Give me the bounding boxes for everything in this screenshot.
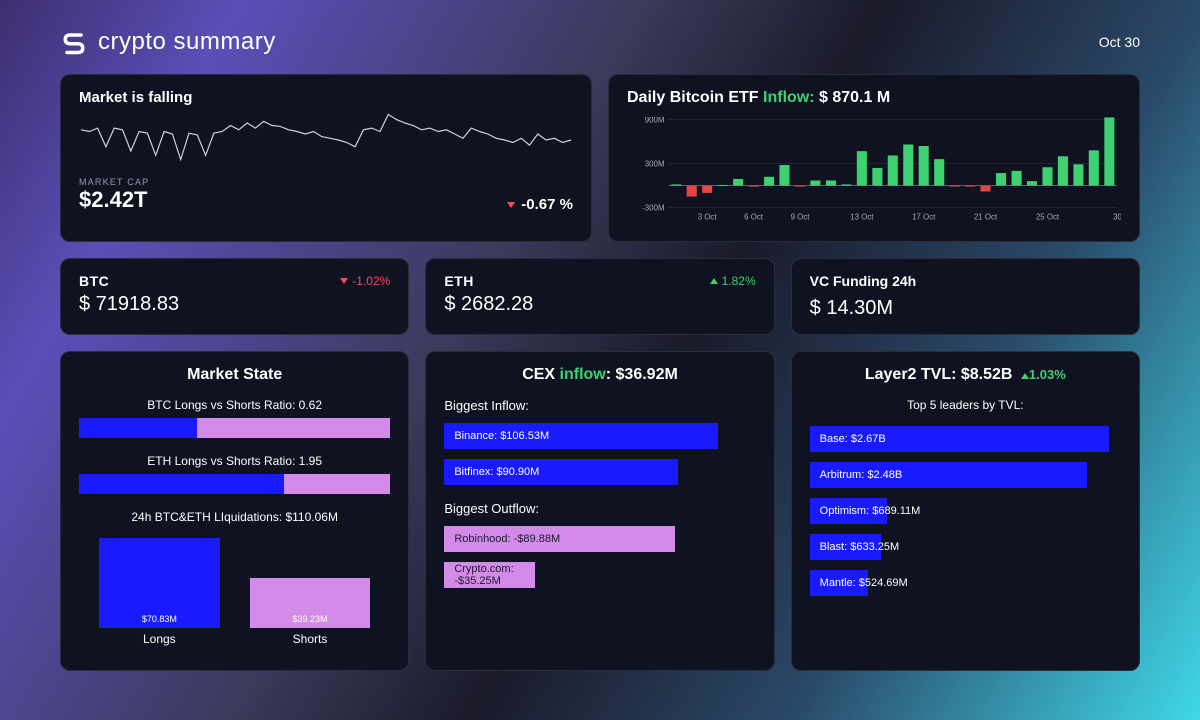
layer2-title: Layer2 TVL: $8.52B 1.03% bbox=[810, 366, 1121, 384]
market-state-card: Market State BTC Longs vs Shorts Ratio: … bbox=[60, 351, 409, 671]
eth-ratio-long bbox=[79, 474, 284, 494]
tvl-row: Optimism: $689.11M bbox=[810, 498, 1121, 524]
btc-price: $ 71918.83 bbox=[79, 293, 390, 316]
tvl-list: Base: $2.67B Arbitrum: $2.48B Optimism: $6… bbox=[810, 426, 1121, 596]
tvl-label: Optimism: $689.11M bbox=[820, 498, 921, 524]
eth-ratio-short bbox=[284, 474, 390, 494]
svg-text:17 Oct: 17 Oct bbox=[912, 212, 936, 221]
svg-text:3 Oct: 3 Oct bbox=[698, 212, 718, 221]
svg-text:25 Oct: 25 Oct bbox=[1036, 212, 1060, 221]
svg-text:21 Oct: 21 Oct bbox=[974, 212, 998, 221]
eth-ratio-bar bbox=[79, 474, 390, 494]
date-label: Oct 30 bbox=[1099, 34, 1140, 50]
cex-outflow-bar: Crypto.com: -$35.25M bbox=[444, 562, 535, 588]
btc-change: -1.02% bbox=[340, 274, 390, 288]
btc-card: BTC -1.02% $ 71918.83 bbox=[60, 258, 409, 335]
liq-shorts-axis: Shorts bbox=[293, 632, 328, 646]
cex-outflow-bar: Robinhood: -$89.88M bbox=[444, 526, 675, 552]
btc-ratio-short bbox=[197, 418, 390, 438]
layer2-card: Layer2 TVL: $8.52B 1.03% Top 5 leaders b… bbox=[791, 351, 1140, 671]
liq-longs-axis: Longs bbox=[143, 632, 176, 646]
header: crypto summary Oct 30 bbox=[60, 28, 1140, 56]
tvl-label: Arbitrum: $2.48B bbox=[820, 462, 903, 488]
svg-text:300M: 300M bbox=[645, 160, 665, 169]
cex-outflow-label: Biggest Outflow: bbox=[444, 501, 755, 516]
layer2-sub: Top 5 leaders by TVL: bbox=[810, 398, 1121, 412]
mcap-label: MARKET CAP bbox=[79, 177, 149, 187]
svg-text:900M: 900M bbox=[645, 117, 665, 125]
eth-card: ETH 1.82% $ 2682.28 bbox=[425, 258, 774, 335]
market-state-title: Market State bbox=[79, 366, 390, 384]
svg-text:9 Oct: 9 Oct bbox=[791, 212, 811, 221]
svg-text:-300M: -300M bbox=[642, 204, 664, 213]
vc-label: VC Funding 24h bbox=[810, 273, 1121, 289]
cex-inflows: Binance: $106.53M Bitfinex: $90.90M bbox=[444, 423, 755, 485]
mcap-value: $2.42T bbox=[79, 187, 149, 213]
market-change: -0.67 % bbox=[507, 196, 573, 213]
cex-title: CEX inflow: $36.92M bbox=[444, 366, 755, 384]
eth-change: 1.82% bbox=[710, 274, 756, 288]
tvl-row: Mantle: $524.69M bbox=[810, 570, 1121, 596]
triangle-up-icon bbox=[710, 278, 718, 284]
etf-title: Daily Bitcoin ETF Inflow: $ 870.1 M bbox=[627, 89, 1121, 107]
vc-card: VC Funding 24h $ 14.30M bbox=[791, 258, 1140, 335]
etf-card: Daily Bitcoin ETF Inflow: $ 870.1 M -300… bbox=[608, 74, 1140, 242]
cex-inflow-label: Biggest Inflow: bbox=[444, 398, 755, 413]
btc-ratio-bar bbox=[79, 418, 390, 438]
cex-inflow-bar: Binance: $106.53M bbox=[444, 423, 718, 449]
eth-price: $ 2682.28 bbox=[444, 293, 755, 316]
cex-outflows: Robinhood: -$89.88M Crypto.com: -$35.25M bbox=[444, 526, 755, 588]
triangle-down-icon bbox=[340, 278, 348, 284]
vc-value: $ 14.30M bbox=[810, 297, 1121, 320]
etf-bar-chart: -300M 300M 900M 3 Oct 6 Oct 9 Oct 13 Oct 17 Oct… bbox=[627, 117, 1121, 222]
market-card: Market is falling MARKET CAP $2.42T -0.6… bbox=[60, 74, 592, 242]
tvl-row: Base: $2.67B bbox=[810, 426, 1121, 452]
liq-longs-col: $70.83M Longs bbox=[99, 538, 220, 646]
btc-symbol: BTC bbox=[79, 273, 109, 289]
market-sparkline bbox=[79, 112, 573, 162]
tvl-label: Blast: $633.25M bbox=[820, 534, 900, 560]
liq-bars: $70.83M Longs $39.23M Shorts bbox=[79, 536, 390, 646]
btc-ratio-long bbox=[79, 418, 197, 438]
svg-text:30 Oct: 30 Oct bbox=[1113, 212, 1121, 221]
liq-shorts-bar: $39.23M bbox=[250, 578, 371, 628]
logo-icon bbox=[60, 28, 88, 56]
liq-longs-bar: $70.83M bbox=[99, 538, 220, 628]
cex-inflow-bar: Bitfinex: $90.90M bbox=[444, 459, 678, 485]
layer2-change: 1.03% bbox=[1021, 367, 1066, 382]
market-title: Market is falling bbox=[79, 89, 573, 106]
liq-shorts-col: $39.23M Shorts bbox=[250, 578, 371, 646]
tvl-label: Mantle: $524.69M bbox=[820, 570, 908, 596]
brand-text: crypto summary bbox=[98, 28, 276, 56]
btc-ratio-label: BTC Longs vs Shorts Ratio: 0.62 bbox=[79, 398, 390, 412]
triangle-up-icon bbox=[1021, 373, 1029, 379]
liq-label: 24h BTC&ETH LIquidations: $110.06M bbox=[79, 510, 390, 524]
svg-text:13 Oct: 13 Oct bbox=[850, 212, 874, 221]
logo: crypto summary bbox=[60, 28, 276, 56]
triangle-down-icon bbox=[507, 202, 515, 208]
eth-symbol: ETH bbox=[444, 273, 474, 289]
svg-text:6 Oct: 6 Oct bbox=[744, 212, 764, 221]
cex-card: CEX inflow: $36.92M Biggest Inflow: Bina… bbox=[425, 351, 774, 671]
eth-ratio-label: ETH Longs vs Shorts Ratio: 1.95 bbox=[79, 454, 390, 468]
tvl-label: Base: $2.67B bbox=[820, 426, 886, 452]
tvl-row: Arbitrum: $2.48B bbox=[810, 462, 1121, 488]
tvl-row: Blast: $633.25M bbox=[810, 534, 1121, 560]
